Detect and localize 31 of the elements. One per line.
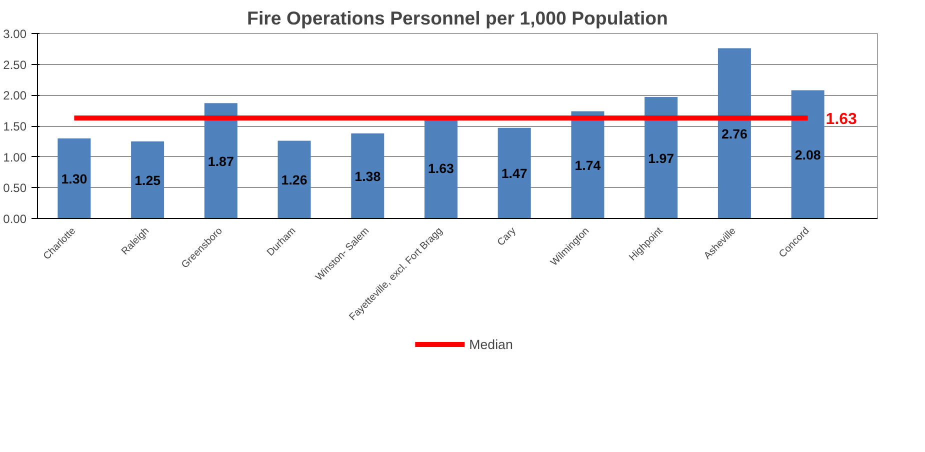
bar <box>571 111 604 218</box>
bar <box>131 141 164 218</box>
data-label: 1.26 <box>281 172 308 188</box>
bar <box>204 103 238 218</box>
data-label: 1.74 <box>574 158 602 173</box>
bar <box>351 133 384 218</box>
bar <box>498 128 531 218</box>
y-tick-label: 0.50 <box>3 181 27 196</box>
y-tick-label: 2.00 <box>3 88 27 103</box>
data-label: 1.97 <box>648 150 674 166</box>
y-tick-label: 1.00 <box>3 150 27 164</box>
data-label: 1.38 <box>354 168 381 184</box>
y-tick-label: 1.50 <box>3 120 27 134</box>
y-tick-label: 2.50 <box>3 58 27 72</box>
annotation: 1.63 <box>826 110 858 128</box>
data-label: 1.30 <box>61 171 88 186</box>
bar <box>278 140 311 218</box>
data-label: 1.47 <box>501 166 528 182</box>
bar <box>644 97 678 218</box>
chart-title: Fire Operations Personnel per 1,000 Population <box>247 8 668 28</box>
y-tick-label: 0.00 <box>3 212 27 226</box>
data-label: 1.25 <box>134 172 162 188</box>
bar <box>718 48 751 218</box>
legend-label: Median <box>469 336 513 352</box>
bar <box>791 90 824 218</box>
data-label: 2.76 <box>721 126 748 142</box>
y-tick-label: 3.00 <box>3 27 27 41</box>
data-label: 2.08 <box>794 147 821 162</box>
data-label: 1.63 <box>428 161 454 176</box>
bar <box>58 138 91 218</box>
data-label: 1.87 <box>208 154 234 169</box>
